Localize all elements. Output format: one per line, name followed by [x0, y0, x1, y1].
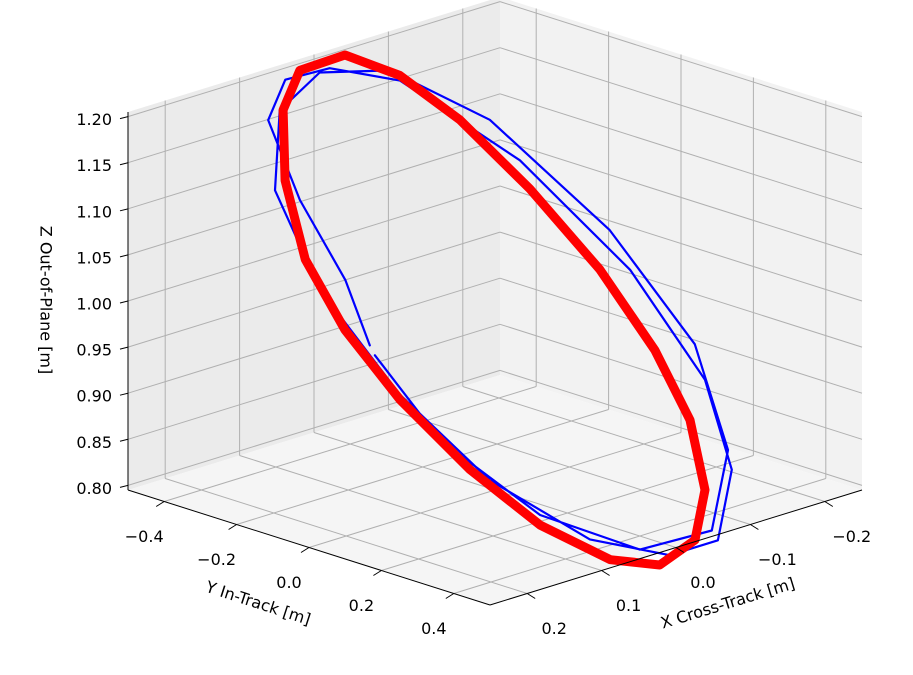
z-tick-label: 1.00	[76, 295, 112, 314]
x-axis-line	[489, 489, 863, 606]
z-tick-label: 1.05	[76, 248, 112, 267]
z-tick-mark	[119, 254, 129, 258]
panes	[128, 0, 862, 605]
x-tick-label: 0.2	[541, 619, 566, 638]
x-tick-label: 0.1	[616, 596, 641, 615]
z-tick-label: 0.85	[76, 433, 112, 452]
x-tick-label: 0.0	[690, 573, 715, 592]
y-tick-mark	[228, 524, 237, 530]
x-tick-mark	[526, 593, 536, 599]
grid-line	[127, 369, 501, 486]
x-tick-label: −0.1	[758, 550, 797, 569]
grid	[127, 1, 863, 594]
z-tick-label: 1.10	[76, 202, 112, 221]
z-tick-label: 0.95	[76, 341, 112, 360]
z-tick-mark	[119, 208, 129, 212]
z-axis-label: Z Out-of-Plane [m]	[37, 226, 56, 374]
y-tick-label: 0.2	[349, 596, 374, 615]
z-tick-mark	[119, 116, 129, 120]
z-tick-label: 0.80	[76, 479, 112, 498]
lines	[267, 50, 733, 570]
grid-line	[127, 277, 501, 394]
y-axis-line	[127, 489, 491, 606]
y-tick-label: −0.4	[125, 527, 164, 546]
grid-line	[499, 139, 863, 256]
y-tick-mark	[155, 501, 165, 507]
grid-line	[499, 47, 863, 164]
grid-line	[499, 231, 863, 348]
grid-line	[499, 185, 863, 302]
z-tick-label: 0.90	[76, 387, 112, 406]
grid-line	[127, 231, 501, 348]
y-tick-mark	[300, 547, 310, 553]
grid-line	[127, 47, 501, 164]
series-line	[278, 50, 710, 570]
z-tick-mark	[119, 438, 129, 442]
z-tick-mark	[119, 392, 129, 396]
z-tick-mark	[119, 484, 129, 488]
grid-line	[499, 323, 863, 440]
x-tick-mark	[824, 501, 834, 507]
x-tick-mark	[601, 570, 610, 576]
z-tick-label: 1.20	[76, 110, 112, 129]
grid-line	[127, 185, 501, 302]
z-tick-label: 1.15	[76, 156, 112, 175]
grid-line	[127, 93, 501, 210]
x-tick-mark	[750, 524, 759, 530]
x-tick-mark	[675, 547, 685, 553]
grid-line	[127, 1, 501, 118]
grid-line	[499, 1, 863, 118]
grid-line	[499, 93, 863, 210]
y-tick-label: 0.4	[421, 619, 446, 638]
y-tick-label: 0.0	[276, 573, 301, 592]
grid-line	[127, 139, 501, 256]
z-tick-mark	[119, 300, 129, 304]
z-tick-mark	[119, 346, 129, 350]
grid-line	[381, 455, 754, 571]
grid-line	[127, 323, 501, 440]
y-tick-mark	[445, 593, 455, 599]
y-tick-label: −0.2	[197, 550, 236, 569]
x-tick-label: −0.2	[832, 527, 871, 546]
series-line	[267, 67, 733, 557]
grid-line	[236, 409, 609, 525]
grid-line	[453, 478, 826, 594]
grid-line	[164, 386, 537, 502]
grid-line	[499, 369, 863, 486]
grid-line	[499, 277, 863, 394]
x-axis-label: X Cross-Track [m]	[658, 574, 797, 633]
y-tick-mark	[373, 570, 382, 576]
axes: −0.2 −0.1 0.0 0.1 0.2 −0.4 −0.2 0.0 0.2 0.4 0.80 0.…	[76, 110, 871, 638]
z-tick-mark	[119, 162, 129, 166]
